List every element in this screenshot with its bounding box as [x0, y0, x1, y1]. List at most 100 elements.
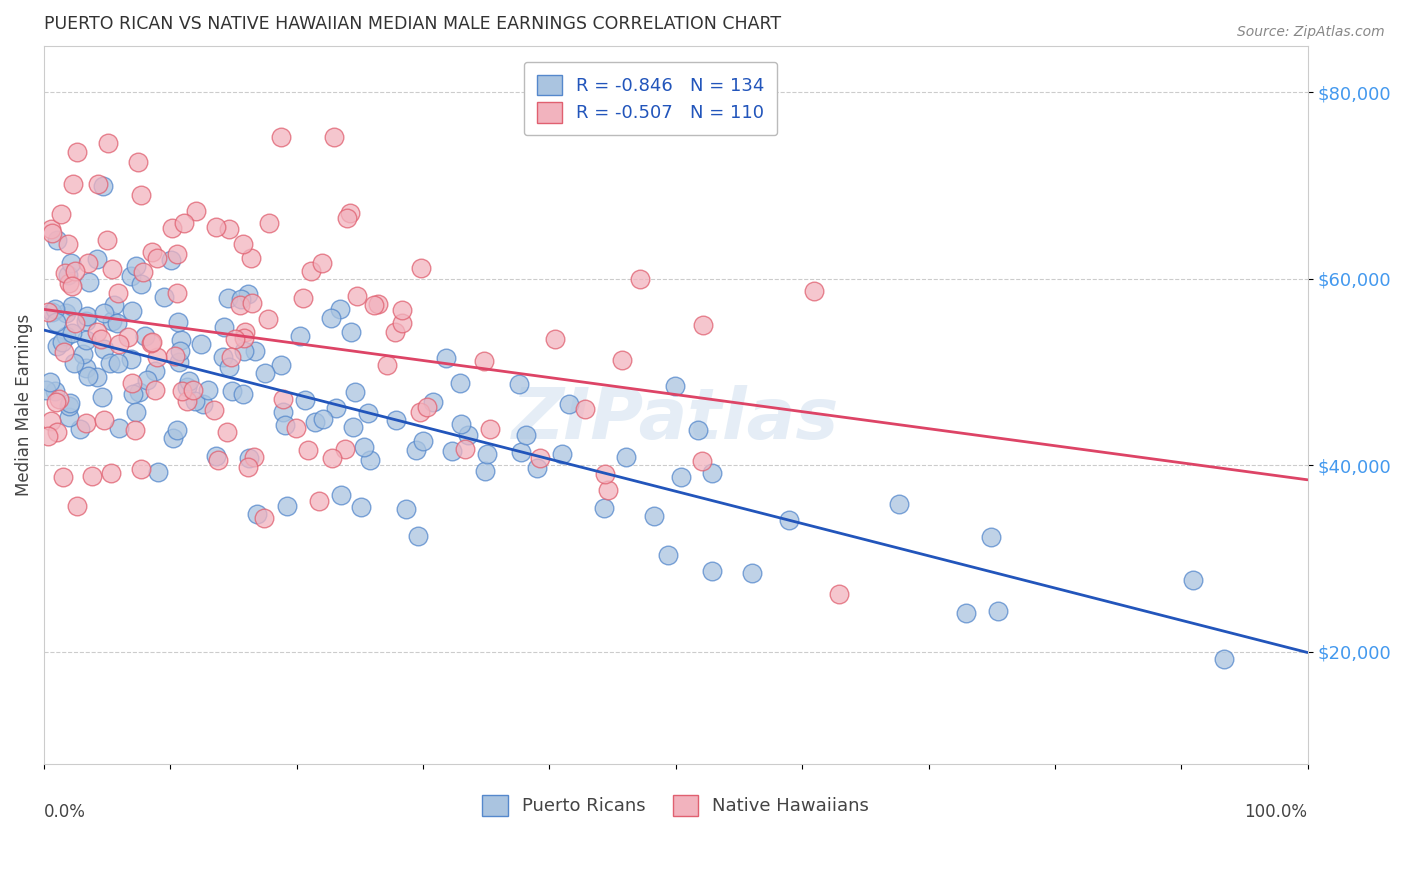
Point [166, 285, 188, 300]
Point [778, 512, 800, 526]
Point [221, 384, 243, 398]
Point [75, 333, 97, 347]
Point [257, 216, 280, 230]
Point [51, 334, 73, 349]
Point [741, 566, 763, 581]
Point [350, 500, 373, 514]
Point [141, 244, 163, 259]
Point [219, 350, 242, 364]
Point [205, 449, 228, 463]
Point [478, 422, 501, 436]
Point [69, 422, 91, 436]
Point [515, 428, 537, 442]
Point [121, 269, 143, 284]
Point [93, 306, 115, 320]
Point [121, 303, 143, 318]
Point [321, 450, 343, 465]
Y-axis label: Median Male Earnings: Median Male Earnings [15, 314, 32, 496]
Point [342, 420, 364, 434]
Point [207, 453, 229, 467]
Point [353, 440, 375, 454]
Point [93, 412, 115, 426]
Point [363, 298, 385, 312]
Point [35, 383, 58, 397]
Point [224, 332, 246, 346]
Point [58, 399, 80, 413]
Point [90, 332, 112, 346]
Point [58, 409, 80, 424]
Point [162, 220, 184, 235]
Point [87, 177, 110, 191]
Point [294, 392, 316, 407]
Point [288, 329, 311, 343]
Point [238, 460, 260, 475]
Point [108, 421, 131, 435]
Point [336, 211, 359, 225]
Point [297, 443, 319, 458]
Point [544, 332, 567, 346]
Point [614, 450, 637, 464]
Point [304, 415, 326, 429]
Point [153, 290, 176, 304]
Point [212, 351, 235, 365]
Point [96, 233, 118, 247]
Point [160, 252, 183, 267]
Point [66, 499, 89, 513]
Point [346, 289, 368, 303]
Point [41, 414, 63, 428]
Point [53, 344, 76, 359]
Point [509, 445, 531, 459]
Point [204, 220, 226, 235]
Point [53, 266, 76, 280]
Point [80, 469, 103, 483]
Text: 0.0%: 0.0% [44, 804, 86, 822]
Point [197, 383, 219, 397]
Point [100, 466, 122, 480]
Point [308, 494, 330, 508]
Point [166, 423, 188, 437]
Point [184, 393, 207, 408]
Point [62, 177, 84, 191]
Point [340, 325, 363, 339]
Point [86, 370, 108, 384]
Point [103, 298, 125, 312]
Point [65, 264, 87, 278]
Point [955, 606, 977, 620]
Point [322, 129, 344, 144]
Point [86, 326, 108, 340]
Point [217, 291, 239, 305]
Point [329, 301, 352, 316]
Point [77, 369, 100, 384]
Point [702, 564, 724, 578]
Point [181, 384, 204, 398]
Point [163, 349, 186, 363]
Point [56, 268, 79, 282]
Point [45, 233, 67, 247]
Point [980, 530, 1002, 544]
Point [146, 251, 169, 265]
Point [129, 462, 152, 476]
Point [146, 351, 169, 365]
Point [128, 384, 150, 399]
Point [803, 285, 825, 299]
Point [107, 337, 129, 351]
Point [212, 320, 235, 334]
Point [312, 412, 335, 426]
Point [77, 256, 100, 270]
Point [215, 425, 238, 439]
Point [690, 454, 713, 468]
Point [233, 326, 256, 340]
Point [191, 397, 214, 411]
Point [270, 359, 292, 373]
Point [41, 227, 63, 241]
Point [60, 299, 83, 313]
Point [37, 304, 59, 318]
Point [335, 442, 357, 456]
Point [384, 325, 406, 339]
Point [274, 418, 297, 433]
Point [325, 401, 347, 415]
Point [558, 397, 581, 411]
Point [166, 247, 188, 261]
Point [664, 379, 686, 393]
Point [987, 603, 1010, 617]
